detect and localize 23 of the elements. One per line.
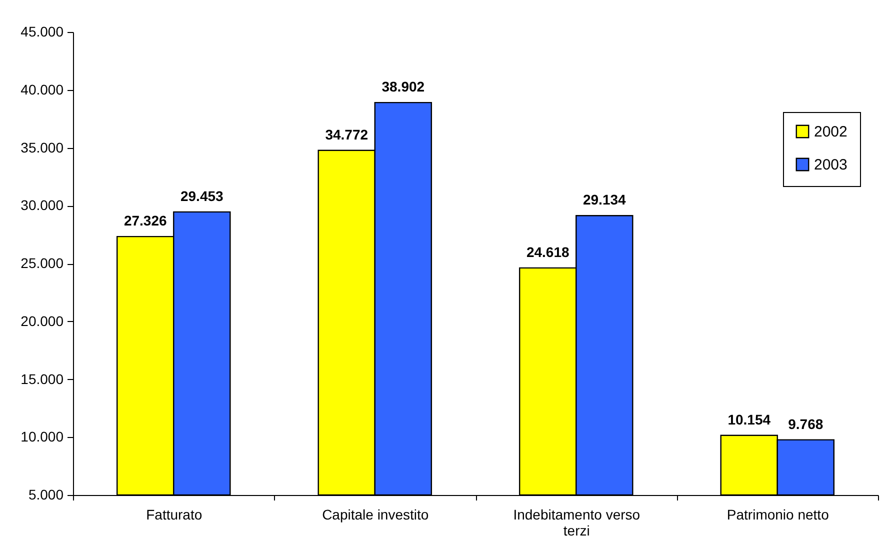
y-tick-label: 25.000 (20, 255, 64, 271)
x-tick-label: Patrimonio netto (726, 506, 830, 522)
y-tick-label: 20.000 (20, 312, 64, 329)
y-tick-label: 45.000 (20, 24, 64, 40)
y-tick-label: 35.000 (20, 139, 64, 156)
data-label: 10.154 (728, 411, 771, 428)
legend-label: 2002 (814, 124, 848, 140)
x-tick-label: Fatturato (146, 506, 202, 522)
data-label: 29.134 (582, 192, 626, 208)
data-label: 34.772 (325, 126, 368, 142)
data-label: 9.768 (788, 416, 824, 432)
data-label: 24.618 (526, 244, 570, 260)
x-tick-label: Capitale investito (322, 506, 429, 522)
data-label: 38.902 (382, 78, 425, 95)
data-label: 29.453 (180, 188, 224, 204)
legend-label: 2003 (814, 156, 848, 174)
data-label: 27.326 (124, 212, 167, 229)
y-tick-label: 5.000 (28, 486, 64, 502)
y-tick-label: 30.000 (20, 197, 64, 214)
x-tick-label: Indebitamento verso terzi (513, 506, 640, 538)
y-tick-label: 40.000 (20, 81, 64, 98)
y-tick-label: 15.000 (20, 370, 64, 387)
y-tick-label: 10.000 (20, 428, 64, 445)
